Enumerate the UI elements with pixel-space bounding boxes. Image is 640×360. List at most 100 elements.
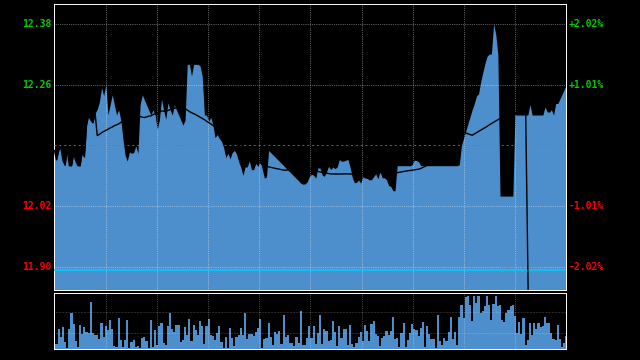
Bar xyxy=(555,340,557,349)
Bar xyxy=(495,296,497,349)
Bar xyxy=(54,263,566,267)
Bar xyxy=(413,329,415,349)
Bar xyxy=(544,318,546,349)
Bar xyxy=(497,306,499,349)
Bar xyxy=(546,323,548,349)
Bar xyxy=(145,341,148,349)
Bar xyxy=(533,323,535,349)
Bar xyxy=(347,345,349,349)
Bar xyxy=(398,347,401,349)
Bar xyxy=(220,342,223,349)
Bar xyxy=(54,281,566,285)
Bar xyxy=(488,305,490,349)
Bar xyxy=(158,326,161,349)
Bar xyxy=(195,330,197,349)
Bar xyxy=(212,336,214,349)
Bar xyxy=(291,343,293,349)
Bar xyxy=(332,321,334,349)
Bar xyxy=(214,340,216,349)
Bar xyxy=(261,348,263,349)
Bar xyxy=(415,330,417,349)
Bar xyxy=(72,324,75,349)
Bar xyxy=(246,339,248,349)
Bar xyxy=(54,251,566,255)
Bar xyxy=(205,327,207,349)
Bar xyxy=(535,329,538,349)
Bar xyxy=(70,314,72,349)
Bar xyxy=(161,323,163,349)
Bar xyxy=(90,302,92,349)
Bar xyxy=(469,305,471,349)
Bar xyxy=(107,330,109,349)
Bar xyxy=(137,346,139,349)
Bar xyxy=(268,323,269,349)
Bar xyxy=(253,336,255,349)
Bar xyxy=(278,331,280,349)
Bar xyxy=(473,296,476,349)
Bar xyxy=(514,316,516,349)
Bar xyxy=(115,347,118,349)
Bar xyxy=(362,342,364,349)
Bar xyxy=(94,335,96,349)
Bar xyxy=(312,326,315,349)
Bar xyxy=(542,326,544,349)
Bar xyxy=(173,332,175,349)
Bar xyxy=(458,317,460,349)
Bar xyxy=(366,330,368,349)
Bar xyxy=(319,315,321,349)
Bar xyxy=(64,342,66,349)
Bar xyxy=(287,335,289,349)
Bar xyxy=(304,345,306,349)
Bar xyxy=(454,332,456,349)
Bar xyxy=(141,338,143,349)
Bar xyxy=(88,333,90,349)
Bar xyxy=(118,318,120,349)
Bar xyxy=(476,303,477,349)
Bar xyxy=(62,327,64,349)
Bar xyxy=(150,320,152,349)
Bar xyxy=(128,348,131,349)
Bar xyxy=(508,310,509,349)
Bar xyxy=(516,333,518,349)
Bar xyxy=(518,322,520,349)
Bar xyxy=(186,335,188,349)
Bar xyxy=(435,348,436,349)
Text: sina.com: sina.com xyxy=(500,265,540,274)
Bar xyxy=(550,333,552,349)
Bar xyxy=(334,332,336,349)
Bar xyxy=(289,343,291,349)
Bar xyxy=(323,329,325,349)
Bar xyxy=(255,332,257,349)
Bar xyxy=(422,323,424,349)
Bar xyxy=(561,347,563,349)
Bar xyxy=(250,334,253,349)
Bar xyxy=(182,340,184,349)
Bar xyxy=(308,326,310,349)
Bar xyxy=(396,338,398,349)
Bar xyxy=(199,321,201,349)
Bar xyxy=(563,343,565,349)
Bar xyxy=(445,341,447,349)
Bar xyxy=(68,329,70,349)
Bar xyxy=(465,297,467,349)
Bar xyxy=(531,335,533,349)
Bar xyxy=(54,255,566,259)
Text: 11.90: 11.90 xyxy=(22,262,52,272)
Bar xyxy=(143,337,145,349)
Bar xyxy=(540,327,542,349)
Text: 12.26: 12.26 xyxy=(22,80,52,90)
Bar xyxy=(493,304,495,349)
Bar xyxy=(272,345,274,349)
Text: +1.01%: +1.01% xyxy=(569,80,604,90)
Bar xyxy=(360,332,362,349)
Bar xyxy=(328,341,330,349)
Bar xyxy=(450,317,452,349)
Bar xyxy=(444,338,445,349)
Bar xyxy=(167,326,169,349)
Bar xyxy=(231,338,233,349)
Text: 12.38: 12.38 xyxy=(22,19,52,29)
Bar xyxy=(259,319,261,349)
Bar xyxy=(298,343,300,349)
Bar xyxy=(463,318,465,349)
Bar xyxy=(58,329,60,349)
